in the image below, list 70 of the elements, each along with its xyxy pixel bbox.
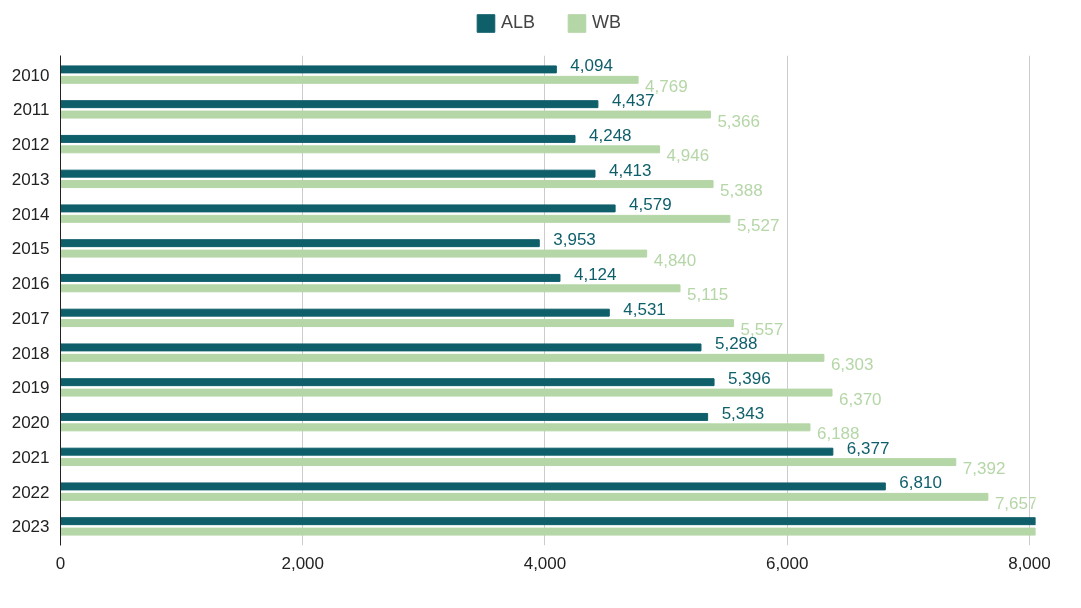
data-label: 4,248 bbox=[589, 125, 632, 145]
x-tick-label: 6,000 bbox=[765, 553, 809, 573]
bar bbox=[60, 134, 576, 143]
bar bbox=[60, 412, 709, 421]
y-tick-label: 2011 bbox=[12, 100, 50, 120]
data-label: 6,377 bbox=[846, 438, 890, 458]
bar bbox=[60, 100, 599, 109]
bar bbox=[60, 180, 714, 189]
bar bbox=[60, 308, 610, 317]
bar bbox=[60, 204, 616, 213]
y-tick-label: 2019 bbox=[11, 378, 50, 398]
bar bbox=[60, 343, 702, 352]
bar bbox=[60, 492, 989, 501]
data-label: 4,579 bbox=[629, 195, 672, 215]
x-tick-label: 4,000 bbox=[523, 553, 567, 573]
y-tick-label: 2017 bbox=[11, 308, 50, 328]
data-label: 4,946 bbox=[666, 146, 710, 166]
bar bbox=[60, 65, 557, 74]
data-label: 4,124 bbox=[573, 264, 617, 284]
bar bbox=[60, 482, 886, 491]
bar bbox=[60, 249, 648, 258]
bar bbox=[60, 273, 561, 282]
data-label: 3,953 bbox=[553, 230, 596, 250]
data-label: 6,303 bbox=[830, 354, 874, 374]
bar bbox=[60, 239, 540, 248]
bar bbox=[60, 319, 735, 328]
data-label: 5,396 bbox=[728, 369, 771, 389]
data-label: 5,115 bbox=[687, 285, 729, 305]
data-label: 4,840 bbox=[653, 250, 697, 270]
bar bbox=[60, 145, 661, 154]
y-tick-label: 2012 bbox=[11, 135, 50, 155]
x-tick-label: 2,000 bbox=[281, 553, 325, 573]
x-tick-label: 0 bbox=[55, 553, 66, 573]
bar bbox=[60, 214, 731, 223]
data-label: 4,094 bbox=[570, 56, 613, 76]
bar bbox=[60, 423, 811, 432]
data-label: 7,392 bbox=[962, 459, 1006, 479]
bar bbox=[60, 527, 1036, 536]
y-tick-label: 2020 bbox=[11, 413, 50, 433]
bar bbox=[60, 388, 833, 397]
bar bbox=[60, 447, 834, 456]
y-tick-label: 2021 bbox=[11, 447, 50, 467]
data-label: 6,370 bbox=[839, 389, 882, 409]
x-tick-label: 8,000 bbox=[1008, 553, 1051, 573]
bar bbox=[60, 169, 596, 178]
y-tick-label: 2022 bbox=[11, 482, 50, 502]
data-label: 4,531 bbox=[623, 299, 666, 319]
data-label: 5,527 bbox=[736, 215, 780, 235]
y-tick-label: 2023 bbox=[11, 517, 50, 537]
y-tick-label: 2014 bbox=[11, 204, 50, 224]
bar bbox=[60, 378, 715, 387]
data-label: 5,343 bbox=[721, 403, 765, 423]
y-tick-label: 2016 bbox=[11, 274, 50, 294]
bar bbox=[60, 517, 1036, 526]
y-tick-label: 2013 bbox=[11, 169, 50, 189]
data-label: 4,413 bbox=[608, 160, 652, 180]
legend-label: WB bbox=[592, 12, 622, 33]
y-tick-label: 2015 bbox=[11, 239, 50, 259]
data-label: 5,388 bbox=[720, 181, 763, 201]
bar bbox=[60, 284, 681, 293]
legend-label: ALB bbox=[500, 12, 536, 33]
bar bbox=[60, 75, 639, 84]
data-label: 4,437 bbox=[611, 91, 655, 111]
data-label: 5,366 bbox=[717, 111, 760, 131]
bar bbox=[60, 353, 825, 362]
bar bbox=[60, 458, 957, 467]
bar bbox=[60, 110, 711, 119]
data-label: 6,810 bbox=[899, 473, 942, 493]
y-tick-label: 2010 bbox=[11, 65, 50, 85]
y-tick-label: 2018 bbox=[11, 343, 50, 363]
